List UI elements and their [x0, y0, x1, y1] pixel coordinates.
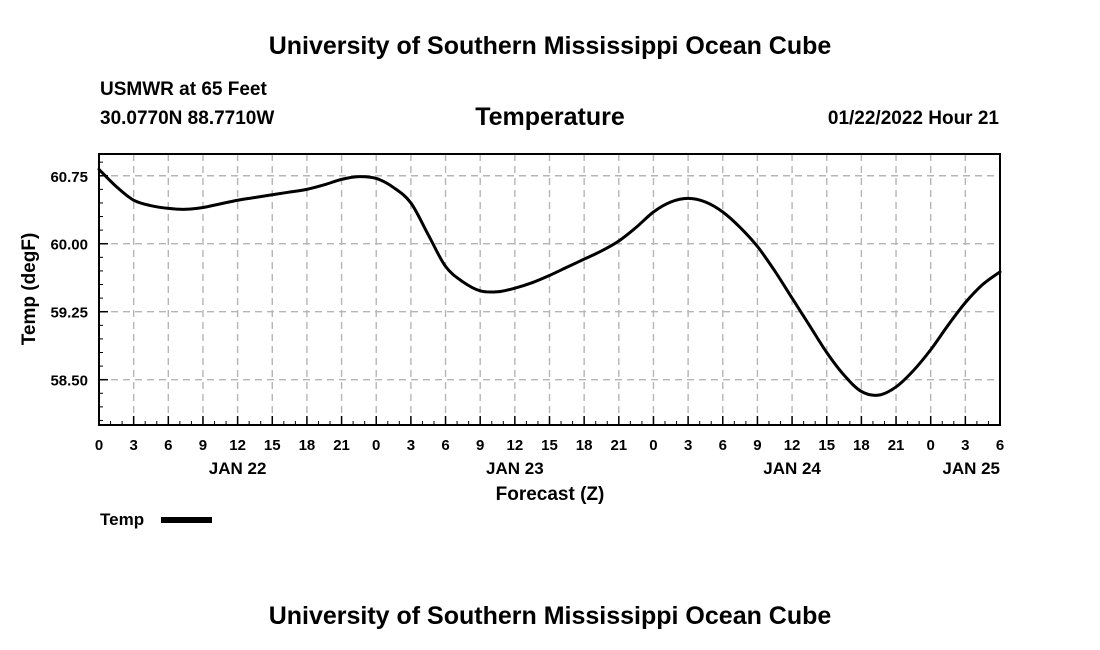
x-tick-label: 9	[199, 437, 207, 454]
x-tick-label: 18	[853, 437, 870, 454]
chart-title: Temperature	[475, 103, 625, 131]
x-tick-label: 0	[927, 437, 935, 454]
x-tick-label: 18	[299, 437, 316, 454]
y-tick-labels: 58.50 59.25 60.00 60.75	[50, 169, 88, 390]
x-tick-label: 12	[507, 437, 524, 454]
x-tick-label: 21	[333, 437, 350, 454]
y-tick-label: 60.75	[50, 169, 88, 186]
y-tick-label: 58.50	[50, 373, 88, 390]
y-tick-label: 60.00	[50, 237, 88, 254]
station-label: USMWR at 65 Feet	[100, 79, 267, 100]
series-layer	[97, 167, 1002, 397]
x-tick-label: 0	[372, 437, 380, 454]
plot-frame	[98, 153, 1001, 426]
x-tick-label: 15	[264, 437, 281, 454]
date-label: JAN 25	[942, 459, 1000, 478]
legend-label-temp: Temp	[100, 510, 144, 529]
date-label: JAN 24	[763, 459, 821, 478]
x-tick-label: 6	[719, 437, 727, 454]
y-tick-label: 59.25	[50, 305, 88, 322]
x-tick-label: 9	[753, 437, 761, 454]
main-title: University of Southern Mississippi Ocean…	[269, 32, 832, 60]
station-coordinates: 30.0770N 88.7710W	[100, 108, 274, 129]
forecast-datetime: 01/22/2022 Hour 21	[828, 108, 1000, 129]
x-tick-label: 15	[818, 437, 835, 454]
x-tick-label: 18	[576, 437, 593, 454]
x-tick-label: 12	[784, 437, 801, 454]
y-axis-title: Temp (degF)	[19, 233, 40, 346]
x-tick-label: 0	[649, 437, 657, 454]
x-tick-label: 6	[996, 437, 1004, 454]
grid	[99, 154, 1000, 425]
x-tick-label: 6	[164, 437, 172, 454]
x-tick-label: 3	[961, 437, 969, 454]
x-tick-label: 3	[407, 437, 415, 454]
legend-swatch-temp	[161, 517, 212, 523]
x-tick-label: 3	[684, 437, 692, 454]
legend: Temp	[100, 510, 212, 529]
x-tick-label: 6	[441, 437, 449, 454]
x-tick-label: 21	[888, 437, 905, 454]
date-labels: JAN 22 JAN 23 JAN 24 JAN 25	[209, 459, 1000, 478]
footer-title: University of Southern Mississippi Ocean…	[269, 602, 832, 630]
x-axis-title: Forecast (Z)	[496, 484, 605, 505]
x-tick-label: 12	[229, 437, 246, 454]
x-tick-label: 21	[610, 437, 627, 454]
date-label: JAN 22	[209, 459, 267, 478]
x-tick-label: 15	[541, 437, 558, 454]
x-tick-label: 0	[95, 437, 103, 454]
date-label: JAN 23	[486, 459, 544, 478]
series-line-temp	[97, 167, 1002, 397]
x-tick-label: 3	[129, 437, 137, 454]
x-tick-label: 9	[476, 437, 484, 454]
x-tick-labels: 0 3 6 9 12 15 18 21 0 3 6 9 12 15 18 21 0 3 6 9 12 15 18 21 0 3 6	[95, 437, 1004, 454]
